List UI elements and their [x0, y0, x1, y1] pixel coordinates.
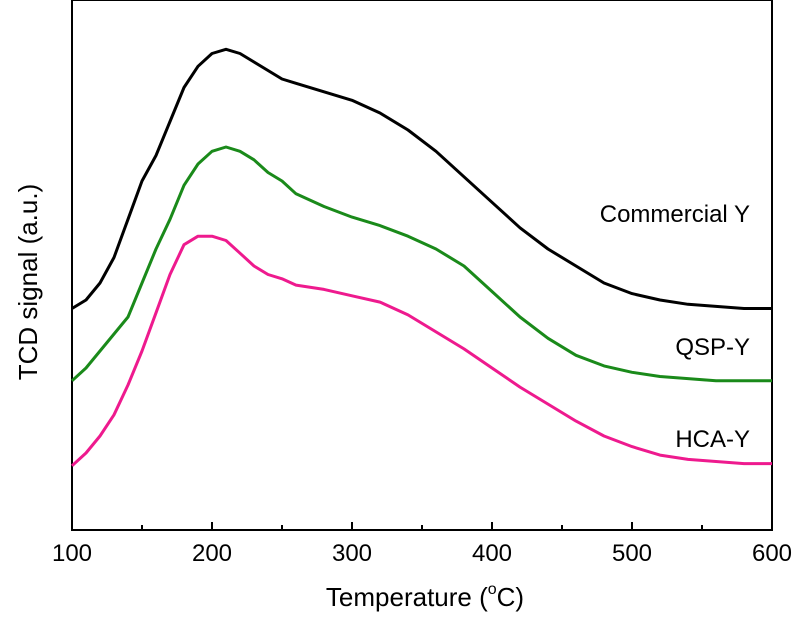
x-axis-title-degree: o: [488, 581, 497, 598]
series-line-hca-y: [70, 234, 772, 467]
x-tick-label: 200: [192, 540, 232, 567]
series-line-commercial-y: [71, 47, 772, 310]
series-layer: [70, 47, 772, 467]
x-axis-title: Temperature (oC): [326, 581, 524, 612]
x-axis-title-unit: C): [497, 582, 524, 612]
x-tick-label: 500: [612, 540, 652, 567]
series-label-qsp-y: QSP-Y: [675, 334, 750, 361]
x-tick-label: 300: [332, 540, 372, 567]
series-line-qsp-y: [70, 145, 772, 383]
x-tick-label: 600: [752, 540, 792, 567]
plot-frame: [71, 0, 773, 531]
x-tick-label: 100: [52, 540, 92, 567]
series-label-hca-y: HCA-Y: [675, 426, 750, 453]
series-label-layer: Commercial Y QSP-Y HCA-Y: [600, 201, 750, 453]
y-axis-title: TCD signal (a.u.): [13, 184, 43, 381]
x-tick-label: 400: [472, 540, 512, 567]
series-label-commercial-y: Commercial Y: [600, 201, 750, 228]
x-axis-ticks: 100 200 300 400 500 600: [52, 522, 792, 567]
x-axis-title-main: Temperature (: [326, 582, 488, 612]
